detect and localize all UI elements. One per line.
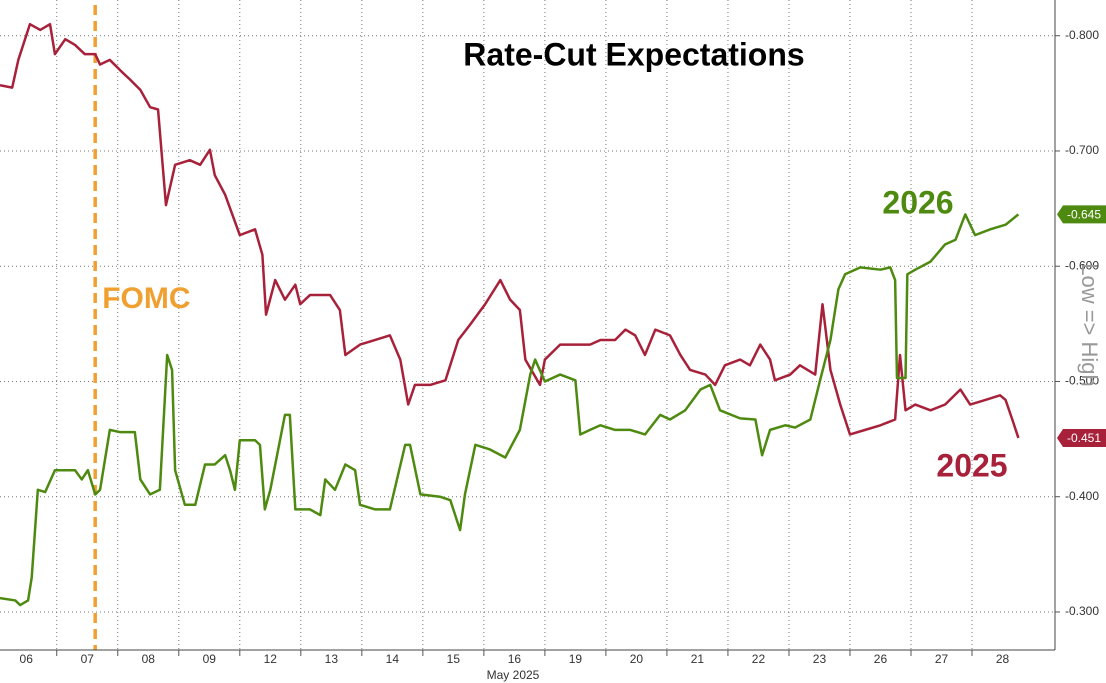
x-tick-label: 16	[508, 652, 522, 666]
y-tick-label: -0.500	[1065, 374, 1099, 388]
y-tick-label: -0.700	[1065, 143, 1099, 157]
x-tick-label: 23	[813, 652, 827, 666]
x-tick-label: 28	[996, 652, 1010, 666]
last-value-label: -0.451	[1067, 431, 1101, 445]
annotation-label: FOMC	[102, 282, 190, 315]
series-label: 2025	[936, 447, 1007, 483]
series-line	[0, 213, 1020, 607]
series-line	[0, 22, 1020, 439]
chart-title: Rate-Cut Expectations	[463, 36, 804, 72]
x-tick-label: 07	[81, 652, 95, 666]
y-tick-label: -0.400	[1065, 489, 1099, 503]
x-tick-label: 06	[20, 652, 34, 666]
x-tick-label: 13	[325, 652, 339, 666]
x-tick-label: 27	[935, 652, 949, 666]
x-tick-label: 15	[447, 652, 461, 666]
y-tick-label: -0.800	[1065, 28, 1099, 42]
x-tick-label: 12	[264, 652, 278, 666]
axes: -0.800 -0.700 -0.600 -0.500 -0.400 -0.300 06 07…	[0, 0, 1106, 666]
x-tick-label: 22	[752, 652, 766, 666]
grid	[0, 0, 1055, 650]
x-tick-label: 09	[203, 652, 217, 666]
x-axis-label: May 2025	[487, 668, 540, 682]
last-value-tag	[1057, 428, 1106, 447]
y-tick-label: -0.600	[1065, 258, 1099, 272]
x-tick-label: 08	[142, 652, 156, 666]
x-tick-label: 14	[386, 652, 400, 666]
last-value-label: -0.645	[1067, 208, 1101, 222]
x-tick-label: 26	[874, 652, 888, 666]
x-tick-label: 20	[630, 652, 644, 666]
plot: FOMC 2025 2026	[0, 5, 1020, 650]
last-value-tag	[1057, 205, 1106, 224]
y-axis-label: Low => High	[1077, 263, 1102, 387]
series-label: 2026	[882, 184, 953, 220]
y-tick-label: -0.300	[1065, 604, 1099, 618]
x-tick-label: 21	[691, 652, 705, 666]
x-tick-label: 19	[569, 652, 583, 666]
